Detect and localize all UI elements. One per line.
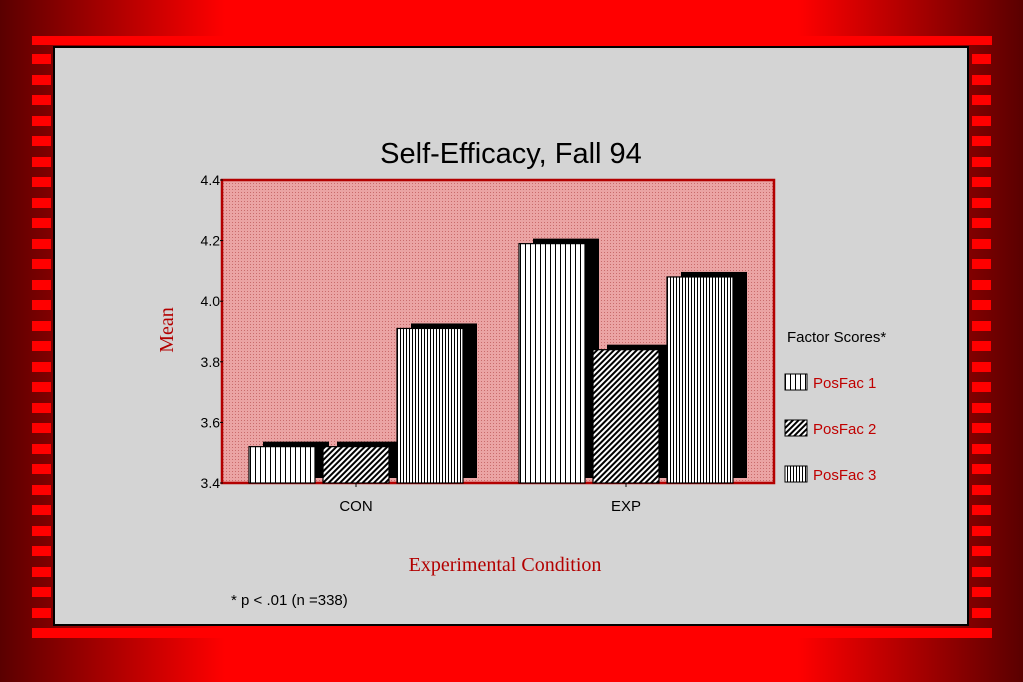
y-tick-label: 3.4 bbox=[201, 475, 221, 491]
frame-square-left bbox=[32, 608, 51, 618]
bar-chart: Self-Efficacy, Fall 94 4.4 4.2 4.0 3.8 3.6 3.… bbox=[156, 138, 886, 609]
legend-swatch bbox=[784, 373, 808, 391]
frame-square-left bbox=[32, 546, 51, 556]
legend: PosFac 1 PosFac 2 PosFac 3 bbox=[784, 373, 876, 484]
x-tick-label: CON bbox=[339, 498, 372, 515]
frame-square-left bbox=[32, 505, 51, 515]
legend-title: Factor Scores* bbox=[787, 329, 886, 346]
legend-swatch bbox=[784, 419, 808, 437]
frame-square-right bbox=[972, 608, 991, 618]
frame-square-left bbox=[32, 177, 51, 187]
frame-square-left bbox=[32, 464, 51, 474]
frame-square-right bbox=[972, 95, 991, 105]
y-axis-label: Mean bbox=[156, 307, 178, 353]
y-tick-label: 4.4 bbox=[201, 172, 221, 188]
frame-square-right bbox=[972, 526, 991, 536]
y-tick-label: 3.6 bbox=[201, 414, 221, 430]
frame-square-left bbox=[32, 259, 51, 269]
bar-exp-posfac1 bbox=[518, 243, 586, 484]
bar-con-posfac2 bbox=[322, 446, 390, 484]
frame-square-right bbox=[972, 177, 991, 187]
frame-square-left bbox=[32, 444, 51, 454]
frame-square-left bbox=[32, 116, 51, 126]
frame-square-left bbox=[32, 321, 51, 331]
legend-label: PosFac 3 bbox=[813, 467, 876, 484]
frame-square-left bbox=[32, 485, 51, 495]
frame-square-right bbox=[972, 341, 991, 351]
frame-square-left bbox=[32, 526, 51, 536]
frame-bottom-bar bbox=[32, 628, 992, 638]
legend-label: PosFac 1 bbox=[813, 375, 876, 392]
frame-square-right bbox=[972, 198, 991, 208]
frame-square-left bbox=[32, 587, 51, 597]
bar-exp-posfac2 bbox=[592, 349, 660, 484]
x-axis: CON EXP bbox=[339, 483, 641, 515]
chart-panel: Self-Efficacy, Fall 94 4.4 4.2 4.0 3.8 3.6 3.… bbox=[53, 46, 969, 626]
frame-square-right bbox=[972, 75, 991, 85]
frame-square-right bbox=[972, 116, 991, 126]
bar-con-posfac1 bbox=[248, 446, 316, 484]
frame-top-bar bbox=[32, 36, 992, 45]
frame-square-right bbox=[972, 54, 991, 64]
frame-square-right bbox=[972, 239, 991, 249]
y-tick-label: 4.2 bbox=[201, 233, 221, 249]
frame-square-left bbox=[32, 567, 51, 577]
bars-group bbox=[248, 238, 747, 484]
frame-square-right bbox=[972, 505, 991, 515]
frame-square-right bbox=[972, 444, 991, 454]
frame-square-left bbox=[32, 423, 51, 433]
y-tick-label: 4.0 bbox=[201, 293, 221, 309]
frame-square-right bbox=[972, 218, 991, 228]
frame-square-right bbox=[972, 403, 991, 413]
chart-title: Self-Efficacy, Fall 94 bbox=[380, 138, 642, 170]
frame-square-left bbox=[32, 157, 51, 167]
frame-square-right bbox=[972, 362, 991, 372]
frame-square-left bbox=[32, 54, 51, 64]
frame-square-right bbox=[972, 546, 991, 556]
x-tick-label: EXP bbox=[611, 498, 641, 515]
frame-square-left bbox=[32, 218, 51, 228]
frame-square-left bbox=[32, 382, 51, 392]
frame-square-left bbox=[32, 300, 51, 310]
frame-square-right bbox=[972, 157, 991, 167]
legend-label: PosFac 2 bbox=[813, 421, 876, 438]
frame-square-right bbox=[972, 300, 991, 310]
frame-square-right bbox=[972, 321, 991, 331]
frame-square-right bbox=[972, 423, 991, 433]
footnote: * p < .01 (n =338) bbox=[231, 592, 348, 609]
frame-square-right bbox=[972, 382, 991, 392]
frame-square-left bbox=[32, 239, 51, 249]
frame-square-right bbox=[972, 259, 991, 269]
frame-square-left bbox=[32, 341, 51, 351]
frame-square-left bbox=[32, 95, 51, 105]
y-tick-label: 3.8 bbox=[201, 354, 221, 370]
bar-con-posfac3 bbox=[396, 327, 464, 484]
frame-square-right bbox=[972, 464, 991, 474]
frame-square-left bbox=[32, 75, 51, 85]
frame-square-left bbox=[32, 280, 51, 290]
frame-square-left bbox=[32, 136, 51, 146]
frame-square-left bbox=[32, 198, 51, 208]
frame-square-right bbox=[972, 485, 991, 495]
frame-square-right bbox=[972, 280, 991, 290]
frame-square-left bbox=[32, 403, 51, 413]
y-axis: 4.4 4.2 4.0 3.8 3.6 3.4 bbox=[201, 172, 223, 491]
frame-square-right bbox=[972, 587, 991, 597]
legend-swatch bbox=[784, 465, 808, 483]
x-axis-label: Experimental Condition bbox=[409, 554, 602, 576]
frame-square-left bbox=[32, 362, 51, 372]
frame-square-right bbox=[972, 567, 991, 577]
frame-square-right bbox=[972, 136, 991, 146]
bar-exp-posfac3 bbox=[666, 276, 734, 484]
